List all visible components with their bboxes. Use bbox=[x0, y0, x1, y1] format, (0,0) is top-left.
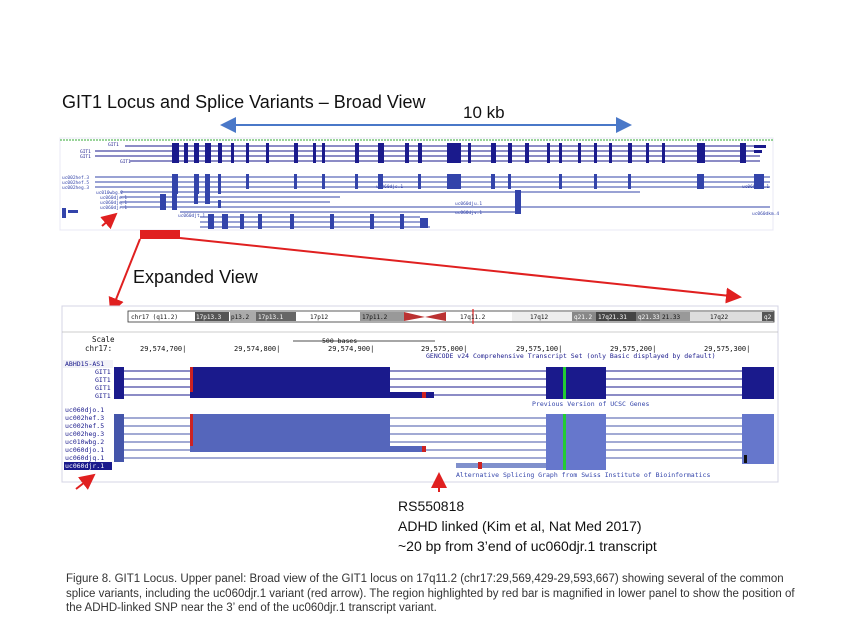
svg-text:uc002hef.5: uc002hef.5 bbox=[65, 422, 104, 430]
svg-text:uc002hef.5: uc002hef.5 bbox=[62, 180, 89, 186]
ideogram-bands bbox=[195, 309, 774, 324]
svg-text:17p11.2: 17p11.2 bbox=[362, 314, 388, 321]
highlight-red-bar bbox=[140, 230, 180, 239]
track-labels: ABHD15-AS1 GIT1 GIT1 GIT1 GIT1 uc060djo.… bbox=[65, 360, 111, 462]
svg-text:uc002heg.3: uc002heg.3 bbox=[62, 185, 89, 191]
svg-text:29,574,900|: 29,574,900| bbox=[328, 345, 374, 353]
ideogram-labels: chr17 (q11.2) 17p13.3 p13.2 17p13.1 17p1… bbox=[131, 314, 772, 321]
svg-text:uc060djs.1: uc060djs.1 bbox=[376, 184, 403, 190]
figure-caption: Figure 8. GIT1 Locus. Upper panel: Broad… bbox=[66, 573, 795, 614]
snp-id: RS550818 bbox=[398, 498, 465, 514]
svg-text:21.33: 21.33 bbox=[662, 314, 680, 321]
svg-text:q21.33: q21.33 bbox=[638, 314, 660, 321]
position-labels: 29,574,700| 29,574,800| 29,574,900| 29,5… bbox=[140, 345, 750, 353]
chr-word: chr17: bbox=[85, 344, 112, 353]
svg-text:chr17 (q11.2): chr17 (q11.2) bbox=[131, 314, 178, 321]
track-label-uc060djr: uc060djr.1 bbox=[65, 462, 104, 470]
lower-red-arrow bbox=[75, 473, 96, 490]
upper-red-arrow bbox=[100, 212, 118, 230]
svg-text:uc060djo.1: uc060djo.1 bbox=[100, 195, 127, 201]
snp-annotation: RS550818 ADHD linked (Kim et al, Nat Med… bbox=[398, 496, 657, 556]
scale-bar-bases: 500 bases bbox=[322, 337, 357, 345]
figure-title: GIT1 Locus and Splice Variants – Broad V… bbox=[62, 92, 426, 112]
upper-exons-top bbox=[172, 143, 766, 163]
upper-label-git1-a: GIT1 bbox=[108, 142, 119, 148]
svg-text:29,574,800|: 29,574,800| bbox=[234, 345, 280, 353]
svg-text:uc060dkm.4: uc060dkm.4 bbox=[752, 211, 779, 217]
svg-text:29,575,200|: 29,575,200| bbox=[610, 345, 656, 353]
svg-text:uc002hef.3: uc002hef.3 bbox=[65, 414, 104, 422]
svg-text:uc060dju.1: uc060dju.1 bbox=[455, 201, 482, 207]
svg-text:29,574,700|: 29,574,700| bbox=[140, 345, 186, 353]
upper-variant-labels: uc002hef.3 uc002hef.5 uc002heg.3 uc010wb… bbox=[62, 175, 779, 219]
upper-panel: GIT1 GIT1 GIT1 GIT1 bbox=[59, 137, 779, 231]
svg-text:17p12: 17p12 bbox=[310, 314, 328, 321]
lower-panel: chr17 (q11.2) 17p13.3 p13.2 17p13.1 17p1… bbox=[61, 305, 779, 492]
svg-text:uc002hef.3: uc002hef.3 bbox=[62, 175, 89, 181]
svg-text:uc060djr.1: uc060djr.1 bbox=[100, 205, 127, 211]
svg-text:uc060djo.1: uc060djo.1 bbox=[65, 446, 104, 454]
gencode-track-title: GENCODE v24 Comprehensive Transcript Set… bbox=[426, 352, 716, 360]
svg-text:29,575,300|: 29,575,300| bbox=[704, 345, 750, 353]
svg-text:17q11.2: 17q11.2 bbox=[460, 314, 486, 321]
alt-splice-title: Alternative Splicing Graph from Swiss In… bbox=[456, 471, 710, 479]
svg-text:17q21.31: 17q21.31 bbox=[598, 314, 627, 321]
svg-text:17q22: 17q22 bbox=[710, 314, 728, 321]
svg-text:29,575,100|: 29,575,100| bbox=[516, 345, 562, 353]
svg-text:uc002heg.3: uc002heg.3 bbox=[65, 430, 104, 438]
svg-text:GIT1: GIT1 bbox=[95, 368, 111, 376]
upper-exons-variants bbox=[62, 174, 764, 229]
svg-text:q2: q2 bbox=[764, 314, 772, 321]
svg-text:uc060djt.1: uc060djt.1 bbox=[178, 213, 205, 219]
snp-association: ADHD linked (Kim et al, Nat Med 2017) bbox=[398, 518, 642, 534]
svg-text:uc060djq.1: uc060djq.1 bbox=[100, 200, 127, 206]
expand-line-right bbox=[179, 237, 742, 304]
expanded-view-label: Expanded View bbox=[133, 267, 258, 287]
svg-text:17p13.3: 17p13.3 bbox=[196, 314, 222, 321]
upper-label-git1-b: GIT1 bbox=[80, 149, 91, 155]
svg-text:uc060djv.1: uc060djv.1 bbox=[455, 210, 482, 216]
snp-distance: ~20 bp from 3’end of uc060djr.1 transcri… bbox=[398, 538, 657, 554]
svg-text:17p13.1: 17p13.1 bbox=[258, 314, 284, 321]
svg-text:uc010wbg.2: uc010wbg.2 bbox=[96, 190, 123, 196]
upper-label-git1-c: GIT1 bbox=[80, 154, 91, 160]
svg-text:uc060djq.1: uc060djq.1 bbox=[65, 454, 104, 462]
expand-line-left bbox=[108, 238, 141, 314]
svg-text:GIT1: GIT1 bbox=[95, 384, 111, 392]
gencode-tracks bbox=[114, 367, 774, 399]
svg-text:uc060djo.1: uc060djo.1 bbox=[65, 406, 104, 414]
svg-text:p13.2: p13.2 bbox=[231, 314, 249, 321]
svg-text:GIT1: GIT1 bbox=[95, 376, 111, 384]
svg-text:ABHD15-AS1: ABHD15-AS1 bbox=[65, 360, 104, 368]
svg-text:uc060dka.1: uc060dka.1 bbox=[742, 184, 769, 190]
scale-word: Scale bbox=[92, 335, 115, 344]
svg-text:17q12: 17q12 bbox=[530, 314, 548, 321]
ucsc-tracks bbox=[114, 414, 774, 470]
ucsc-track-title: Previous Version of UCSC Genes bbox=[532, 400, 649, 408]
svg-text:GIT1: GIT1 bbox=[95, 392, 111, 400]
svg-text:uc010wbg.2: uc010wbg.2 bbox=[65, 438, 104, 446]
svg-text:29,575,000|: 29,575,000| bbox=[421, 345, 467, 353]
upper-label-git1-d: GIT1 bbox=[120, 159, 131, 165]
svg-text:q21.2: q21.2 bbox=[574, 314, 592, 321]
